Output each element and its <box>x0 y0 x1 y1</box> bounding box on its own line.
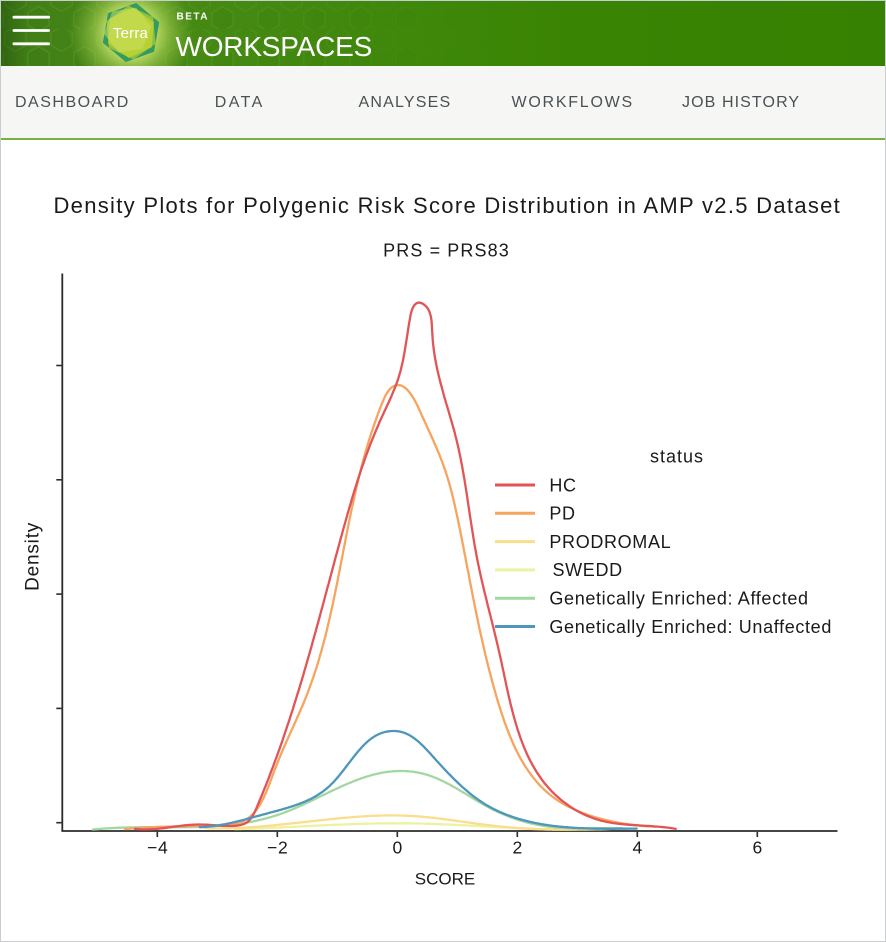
svg-text:PRODROMAL: PRODROMAL <box>549 532 671 552</box>
svg-text:6: 6 <box>753 838 764 858</box>
svg-text:4: 4 <box>633 838 644 858</box>
svg-text:status: status <box>650 447 704 467</box>
svg-text:Density: Density <box>23 522 44 591</box>
svg-text:Terra: Terra <box>113 25 149 42</box>
svg-text:WORKSPACES: WORKSPACES <box>176 31 373 62</box>
svg-text:PD: PD <box>549 504 575 524</box>
svg-text:−4: −4 <box>147 838 169 858</box>
svg-text:SWEDD: SWEDD <box>553 560 623 580</box>
svg-text:2: 2 <box>513 838 524 858</box>
svg-text:Genetically Enriched: Affected: Genetically Enriched: Affected <box>549 589 808 609</box>
svg-text:0: 0 <box>393 838 404 858</box>
svg-text:BETA: BETA <box>177 12 209 23</box>
svg-text:−2: −2 <box>267 838 289 858</box>
svg-text:PRS = PRS83: PRS = PRS83 <box>383 241 510 261</box>
svg-text:HC: HC <box>549 475 576 495</box>
svg-text:SCORE: SCORE <box>415 870 475 889</box>
svg-text:Density Plots for Polygenic Ri: Density Plots for Polygenic Risk Score D… <box>53 193 841 218</box>
svg-text:Genetically Enriched: Unaffect: Genetically Enriched: Unaffected <box>549 617 832 637</box>
